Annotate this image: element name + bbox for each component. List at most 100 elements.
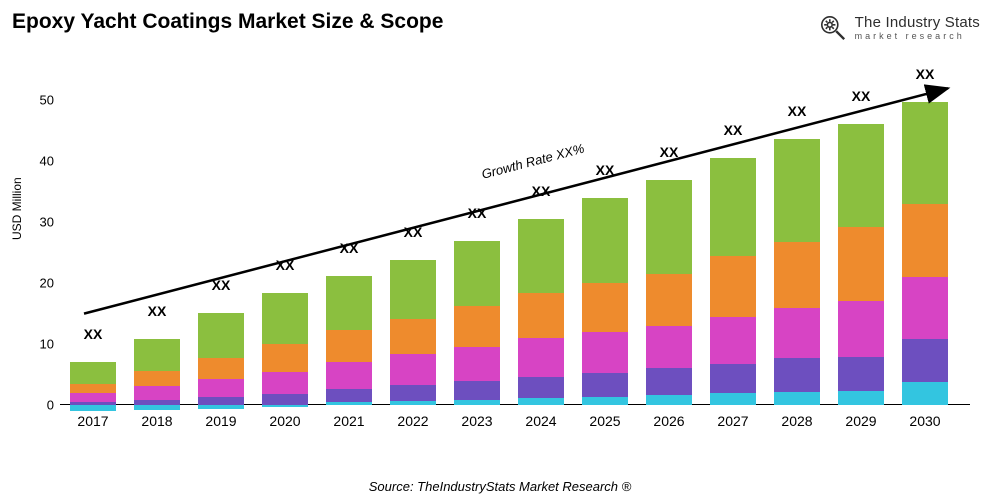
bar-value-label: XX	[148, 303, 167, 319]
y-tick: 30	[40, 215, 54, 230]
bar-segment	[390, 354, 436, 384]
bar-segment	[646, 274, 692, 326]
bar	[518, 219, 564, 405]
chart-title: Epoxy Yacht Coatings Market Size & Scope	[12, 10, 443, 34]
bar-segment	[262, 293, 308, 344]
bar	[70, 362, 116, 405]
bar-segment	[70, 362, 116, 383]
y-axis-title: USD Million	[10, 177, 24, 240]
bar-value-label: XX	[916, 66, 935, 82]
bar-segment	[326, 389, 372, 402]
category-label: 2019	[205, 413, 236, 429]
bar-segment	[70, 393, 116, 402]
category-label: 2028	[781, 413, 812, 429]
bar-segment	[134, 371, 180, 386]
bar	[902, 102, 948, 405]
y-tick: 20	[40, 276, 54, 291]
bar-value-label: XX	[852, 88, 871, 104]
bar	[262, 293, 308, 405]
bar-segment	[70, 384, 116, 393]
bar-value-label: XX	[404, 224, 423, 240]
bar-segment	[774, 392, 820, 405]
bar-segment	[454, 306, 500, 346]
bar-segment	[390, 401, 436, 405]
bar-segment	[454, 347, 500, 382]
bar	[774, 139, 820, 405]
bar-segment	[774, 139, 820, 242]
bar-segment	[774, 358, 820, 392]
bar	[390, 260, 436, 405]
source-footnote: Source: TheIndustryStats Market Research…	[0, 479, 1000, 494]
bar-value-label: XX	[532, 183, 551, 199]
bar-value-label: XX	[724, 122, 743, 138]
bar-value-label: XX	[468, 205, 487, 221]
bar-segment	[390, 385, 436, 401]
bar-segment	[902, 102, 948, 204]
bar-value-label: XX	[212, 277, 231, 293]
bar-segment	[646, 395, 692, 405]
bar-segment	[198, 313, 244, 357]
bar-value-label: XX	[340, 240, 359, 256]
gear-magnifier-icon	[817, 12, 849, 44]
bar	[582, 198, 628, 405]
bar	[454, 241, 500, 405]
bar-segment	[902, 339, 948, 382]
bar	[710, 158, 756, 405]
bar-segment	[710, 364, 756, 393]
bar	[198, 313, 244, 405]
bar-segment	[582, 283, 628, 332]
bar-segment	[838, 227, 884, 301]
bar-segment	[134, 339, 180, 371]
bar-segment	[326, 402, 372, 405]
bar-segment	[710, 256, 756, 316]
bar	[646, 180, 692, 405]
bar-segment	[134, 386, 180, 399]
bar-segment	[518, 398, 564, 405]
bar-segment	[582, 198, 628, 283]
bar-segment	[710, 158, 756, 256]
y-tick: 50	[40, 93, 54, 108]
y-tick: 0	[47, 398, 54, 413]
category-label: 2025	[589, 413, 620, 429]
bar-segment	[774, 308, 820, 358]
bar-segment	[646, 368, 692, 395]
brand-sub: market research	[855, 32, 980, 41]
bar-segment	[454, 400, 500, 405]
category-label: 2022	[397, 413, 428, 429]
y-tick: 40	[40, 154, 54, 169]
category-label: 2023	[461, 413, 492, 429]
bar-segment	[710, 317, 756, 365]
bar	[838, 124, 884, 405]
bar-segment	[838, 391, 884, 405]
bar-value-label: XX	[84, 326, 103, 342]
brand-text: The Industry Stats market research	[855, 15, 980, 41]
bar-segment	[326, 330, 372, 362]
category-label: 2029	[845, 413, 876, 429]
bar-segment	[902, 204, 948, 277]
bar-segment	[198, 358, 244, 379]
bar-value-label: XX	[276, 257, 295, 273]
bar-segment	[198, 379, 244, 397]
bar-segment-neg	[262, 405, 308, 407]
bar-segment	[646, 180, 692, 274]
plot-area: XXXXXXXXXXXXXXXXXXXXXXXXXXXX 20172018201…	[60, 70, 970, 435]
category-label: 2017	[77, 413, 108, 429]
bar-segment	[198, 397, 244, 405]
bar-segment	[902, 277, 948, 339]
category-label: 2021	[333, 413, 364, 429]
category-label: 2030	[909, 413, 940, 429]
bars-layer: XXXXXXXXXXXXXXXXXXXXXXXXXXXX	[60, 70, 970, 405]
category-label: 2020	[269, 413, 300, 429]
bar-segment	[390, 260, 436, 319]
bar-segment	[454, 381, 500, 399]
y-tick: 10	[40, 337, 54, 352]
bar-segment	[838, 124, 884, 228]
brand-main: The Industry Stats	[855, 15, 980, 30]
bar-segment	[838, 357, 884, 391]
bar	[134, 339, 180, 405]
bar-segment	[582, 332, 628, 373]
bar-segment	[454, 241, 500, 307]
bar-segment	[262, 344, 308, 372]
bar-segment	[582, 373, 628, 397]
bar-segment	[582, 397, 628, 405]
